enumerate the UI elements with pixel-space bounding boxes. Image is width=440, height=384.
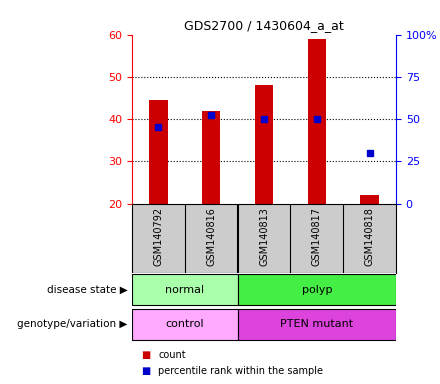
Text: polyp: polyp [301, 285, 332, 295]
Bar [255, 85, 273, 204]
Text: percentile rank within the sample: percentile rank within the sample [158, 366, 323, 376]
Bar [202, 111, 220, 204]
Text: normal: normal [165, 285, 204, 295]
Text: disease state ▶: disease state ▶ [47, 285, 128, 295]
Bar [132, 309, 238, 340]
Text: GSM140817: GSM140817 [312, 207, 322, 266]
Text: control: control [165, 319, 204, 329]
Text: ■: ■ [141, 350, 150, 360]
Text: GSM140792: GSM140792 [154, 207, 163, 266]
Title: GDS2700 / 1430604_a_at: GDS2700 / 1430604_a_at [184, 19, 344, 32]
Text: PTEN mutant: PTEN mutant [280, 319, 353, 329]
Text: ■: ■ [141, 366, 150, 376]
Text: GSM140816: GSM140816 [206, 207, 216, 266]
Text: count: count [158, 350, 186, 360]
Bar [360, 195, 379, 204]
Text: genotype/variation ▶: genotype/variation ▶ [17, 319, 128, 329]
Bar [238, 309, 396, 340]
Text: GSM140818: GSM140818 [365, 207, 374, 266]
Bar [238, 274, 396, 306]
Bar [132, 274, 238, 306]
Bar [308, 39, 326, 204]
Text: GSM140813: GSM140813 [259, 207, 269, 266]
Bar [149, 100, 168, 204]
